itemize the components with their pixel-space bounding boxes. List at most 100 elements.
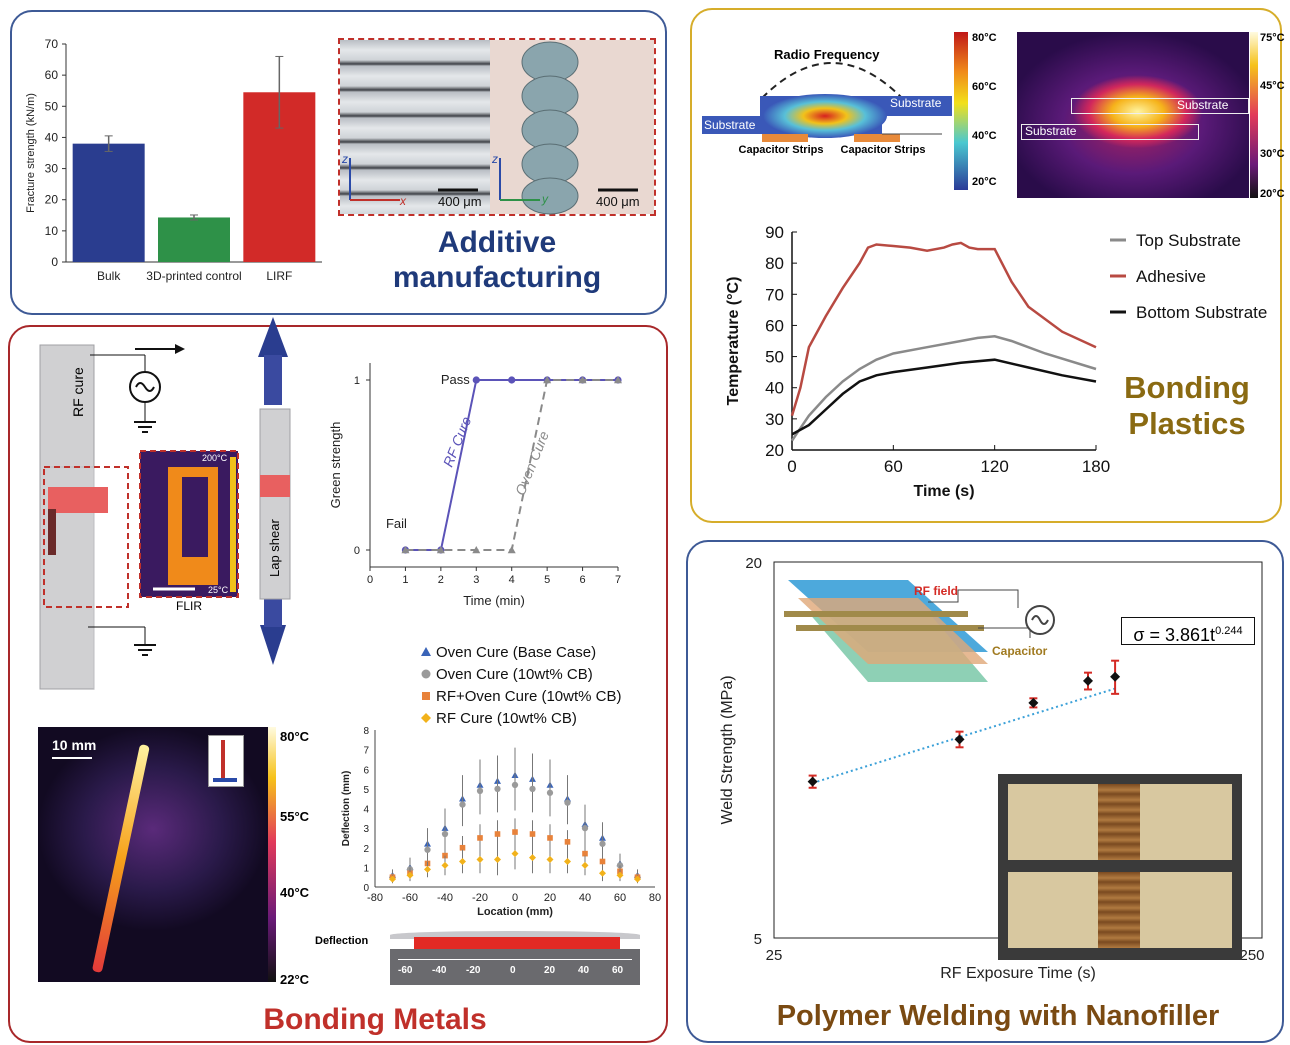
data-point-square bbox=[599, 858, 606, 865]
thermal-colorbar-55: 55°C bbox=[280, 809, 310, 824]
data-point-diamond bbox=[494, 856, 501, 864]
colorbar-right-75: 75°C bbox=[1260, 32, 1285, 44]
rf-schematic bbox=[702, 62, 952, 142]
y-tick-label: 20 bbox=[45, 193, 59, 207]
y-tick-label: 50 bbox=[765, 348, 784, 367]
legend-label: Bottom Substrate bbox=[1136, 303, 1267, 322]
y-tick-label: 10 bbox=[45, 224, 59, 238]
data-point-diamond bbox=[406, 871, 414, 879]
data-point-circle bbox=[508, 376, 516, 384]
data-point-square bbox=[529, 831, 536, 837]
legend-label: RF+Oven Cure (10wt% CB) bbox=[436, 688, 621, 705]
capacitor-label: Capacitor bbox=[992, 644, 1048, 658]
power-law-equation: σ = 3.861t0.244 bbox=[1121, 617, 1255, 645]
legend-label: RF Cure (10wt% CB) bbox=[436, 710, 577, 727]
y-tick-label: 1 bbox=[354, 375, 360, 387]
thermal-colorbar-80: 80°C bbox=[280, 729, 310, 744]
colorbar-right-30: 30°C bbox=[1260, 148, 1285, 160]
bonding-plastics-panel: Radio Frequency Substrate Substrate Capa… bbox=[690, 8, 1285, 523]
capacitor-strips-right: Capacitor Strips bbox=[840, 144, 926, 156]
data-point-triangle bbox=[614, 376, 622, 384]
thermal-scale-label: 10 mm bbox=[52, 737, 97, 753]
colorbar-left-80: 80°C bbox=[972, 32, 997, 44]
radio-frequency-label: Radio Frequency bbox=[774, 47, 880, 62]
temperature-chart: 20 30 40 50 60 70 80 90 0 60 120 180 Time (s) Tempera… bbox=[725, 223, 1267, 500]
y-axis-label: Green strength bbox=[328, 422, 343, 509]
layer-micrograph bbox=[340, 40, 490, 214]
series-line bbox=[790, 335, 1097, 442]
data-point-circle bbox=[599, 840, 606, 847]
additive-manufacturing-panel: 0 10 20 30 40 50 60 70 Fracture strength (kN/m) B… bbox=[10, 10, 667, 315]
data-point-square bbox=[477, 835, 483, 841]
deflection-bar-top bbox=[390, 931, 640, 939]
data-point-circle bbox=[529, 785, 536, 793]
data-point-square bbox=[459, 844, 466, 851]
deflection-bar-ruler: -60 -40 -20 0 20 40 60 bbox=[390, 949, 640, 985]
x-tick-label: -40 bbox=[437, 892, 453, 904]
y-tick-label: 60 bbox=[45, 68, 59, 82]
scale-bar-right: 400 μm bbox=[596, 194, 640, 209]
x-tick-label: 250 bbox=[1239, 947, 1264, 964]
bar-tick: 20 bbox=[544, 965, 556, 976]
data-point-square bbox=[564, 839, 571, 845]
welded-sample-photo bbox=[998, 774, 1242, 960]
y-tick-label: 80 bbox=[765, 254, 784, 273]
legend-label: Adhesive bbox=[1136, 267, 1206, 286]
x-tick-label: 0 bbox=[367, 574, 373, 586]
additive-title: Additive manufacturing bbox=[392, 226, 602, 294]
bead-stack-graphic bbox=[521, 41, 579, 215]
y-tick-label: 30 bbox=[45, 162, 59, 176]
bar-tick: -40 bbox=[432, 965, 447, 976]
y-tick-label: 4 bbox=[363, 805, 369, 816]
substrate-top-label: Substrate bbox=[890, 96, 942, 110]
data-point-triangle bbox=[507, 546, 516, 554]
colorbar-left-40: 40°C bbox=[972, 130, 997, 142]
bead-micrograph bbox=[490, 40, 654, 215]
bonding-plastics-title: Bonding Plastics bbox=[1124, 370, 1250, 441]
flir-min-label: 25°C bbox=[208, 585, 229, 595]
x-category-label: LIRF bbox=[266, 269, 292, 283]
data-point-circle bbox=[424, 846, 431, 853]
ir-substrate-bottom-box bbox=[1021, 124, 1199, 140]
x-axis-label: Time (min) bbox=[463, 593, 525, 608]
x-axis-label: RF Exposure Time (s) bbox=[940, 965, 1096, 982]
legend-label: Oven Cure (10wt% CB) bbox=[436, 666, 593, 683]
data-point-circle bbox=[476, 787, 484, 794]
x-tick-label: 60 bbox=[884, 457, 903, 476]
y-tick-label: 50 bbox=[45, 99, 59, 113]
y-tick-label: 5 bbox=[754, 931, 762, 948]
sample-strip-top bbox=[1008, 784, 1232, 860]
micrograph-axes bbox=[349, 158, 638, 201]
deflection-chart: -80 -60 -40 -20 0 20 40 60 80 0 1 2 3 4 5 6 7 8 Location (… bbox=[341, 644, 661, 918]
colorbar-left-60: 60°C bbox=[972, 81, 997, 93]
thermal-colorbar-22: 22°C bbox=[280, 972, 310, 987]
x-axis-label: Location (mm) bbox=[477, 906, 553, 918]
x-tick-label: -60 bbox=[402, 892, 418, 904]
x-tick-label: 0 bbox=[512, 892, 518, 904]
annotation-pass: Pass bbox=[441, 372, 470, 387]
weld-strength-chart: 25 250 5 20 RF Exposure Time (s) Weld Strengt… bbox=[719, 555, 1265, 982]
bar-tick: -60 bbox=[398, 965, 413, 976]
axis-y-label: y bbox=[542, 192, 548, 206]
bar-tick: 60 bbox=[612, 965, 624, 976]
data-point-square bbox=[494, 831, 501, 837]
y-axis-label: Deflection (mm) bbox=[341, 771, 352, 847]
sample-strip-bottom bbox=[1008, 872, 1232, 948]
bar bbox=[72, 143, 145, 262]
annotation-fail: Fail bbox=[386, 516, 407, 531]
thermal-colorbar-40: 40°C bbox=[280, 885, 310, 900]
data-point-diamond bbox=[424, 865, 431, 873]
ir-substrate-top-box bbox=[1071, 98, 1249, 114]
x-tick-label: 80 bbox=[649, 892, 661, 904]
rf-capacitor-schematic bbox=[784, 580, 1055, 682]
x-tick-label: 1 bbox=[402, 574, 408, 586]
data-point-diamond bbox=[954, 734, 965, 745]
ir-thermal-image: Substrate Substrate bbox=[1017, 32, 1249, 198]
series-line bbox=[790, 241, 1097, 417]
data-point-circle bbox=[511, 781, 519, 789]
y-tick-label: 2 bbox=[363, 844, 369, 855]
data-point-triangle bbox=[543, 376, 552, 384]
micrograph-frame: z x z y 400 μm 400 μm bbox=[338, 38, 656, 216]
data-point-circle bbox=[472, 376, 480, 384]
data-point-circle bbox=[546, 789, 554, 796]
